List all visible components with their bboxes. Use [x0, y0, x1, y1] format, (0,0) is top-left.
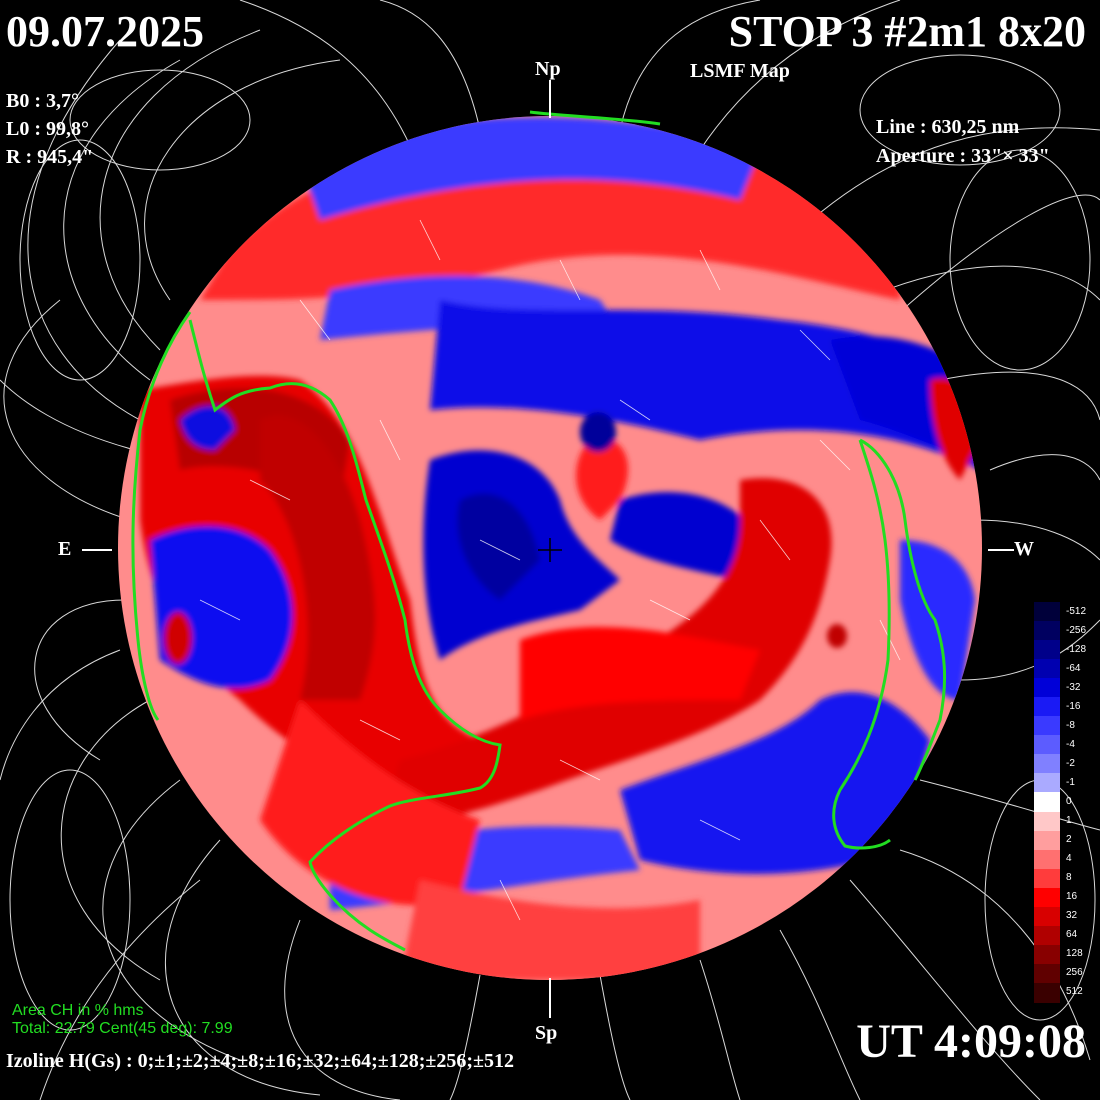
scale-label: 16 [1066, 891, 1078, 903]
scale-swatch [1034, 868, 1060, 889]
scale-label: 8 [1066, 872, 1072, 884]
east-label: E [58, 538, 72, 560]
scale-label: 4 [1066, 853, 1072, 865]
scale-label: 256 [1066, 967, 1083, 979]
scale-swatch [1034, 697, 1060, 718]
scale-label: 512 [1066, 986, 1083, 998]
scale-swatch [1034, 640, 1060, 661]
coronal-hole-boundary [131, 110, 947, 952]
scale-swatch [1034, 925, 1060, 946]
scale-swatch [1034, 982, 1060, 1003]
scale-label: -1 [1066, 776, 1075, 788]
scale-label: -8 [1066, 719, 1075, 731]
scale-label: -2 [1066, 757, 1075, 769]
scale-swatch [1034, 773, 1060, 794]
color-scale-legend: -512 -256 -128 -64 -32 -16 -8 -4 -2 -1 0 1 2 4 8 16 32 64… [1034, 602, 1094, 1003]
spectral-line: Line : 630,25 nm [876, 116, 1020, 138]
param-l0: L0 : 99,8° [6, 118, 89, 140]
scale-swatch [1034, 792, 1060, 813]
scale-swatch [1034, 735, 1060, 756]
scale-label: 1 [1066, 815, 1072, 827]
scale-swatch [1034, 830, 1060, 851]
aperture: Aperture : 33"× 33" [876, 145, 1050, 167]
scale-swatch [1034, 754, 1060, 775]
west-label: W [1014, 538, 1034, 560]
scale-swatch [1034, 621, 1060, 642]
param-b0: B0 : 3,7° [6, 90, 79, 112]
pole-ticks [82, 80, 1014, 1018]
north-pole-label: Np [535, 58, 561, 80]
disk-center-marker [538, 538, 562, 562]
disk-content [118, 116, 982, 980]
observation-date: 09.07.2025 [6, 7, 204, 56]
scale-swatch [1034, 602, 1060, 622]
ut-time: UT 4:09:08 [856, 1015, 1086, 1068]
scale-label: -256 [1066, 624, 1087, 636]
scale-label: 32 [1066, 910, 1078, 922]
scale-swatch [1034, 944, 1060, 965]
south-pole-label: Sp [535, 1022, 558, 1044]
scale-label: 64 [1066, 929, 1078, 941]
scale-label: 2 [1066, 834, 1072, 846]
scale-swatch [1034, 659, 1060, 680]
scale-label: -64 [1066, 662, 1081, 674]
izoline-levels: Izoline H(Gs) : 0;±1;±2;±4;±8;±16;±32;±6… [6, 1050, 515, 1072]
scale-swatch [1034, 849, 1060, 870]
scale-label: 128 [1066, 948, 1083, 960]
map-title: STOP 3 #2m1 8x20 [728, 7, 1086, 56]
ch-area-heading: Area CH in % hms [12, 1002, 144, 1019]
scale-swatch [1034, 963, 1060, 984]
scale-swatch [1034, 678, 1060, 699]
scale-label: 0 [1066, 796, 1072, 807]
ch-area-values: Total: 22.79 Cent(45 deg): 7.99 [12, 1020, 233, 1037]
scale-label: -512 [1066, 605, 1087, 617]
scale-swatch [1034, 906, 1060, 927]
scale-swatch [1034, 811, 1060, 832]
scale-label: -16 [1066, 700, 1081, 712]
map-subtitle: LSMF Map [690, 60, 790, 82]
scale-label: -32 [1066, 681, 1081, 693]
scale-swatch [1034, 716, 1060, 737]
scale-label: -4 [1066, 738, 1075, 750]
param-r: R : 945,4" [6, 146, 94, 168]
scale-label: -128 [1066, 643, 1087, 655]
scale-swatch [1034, 887, 1060, 908]
